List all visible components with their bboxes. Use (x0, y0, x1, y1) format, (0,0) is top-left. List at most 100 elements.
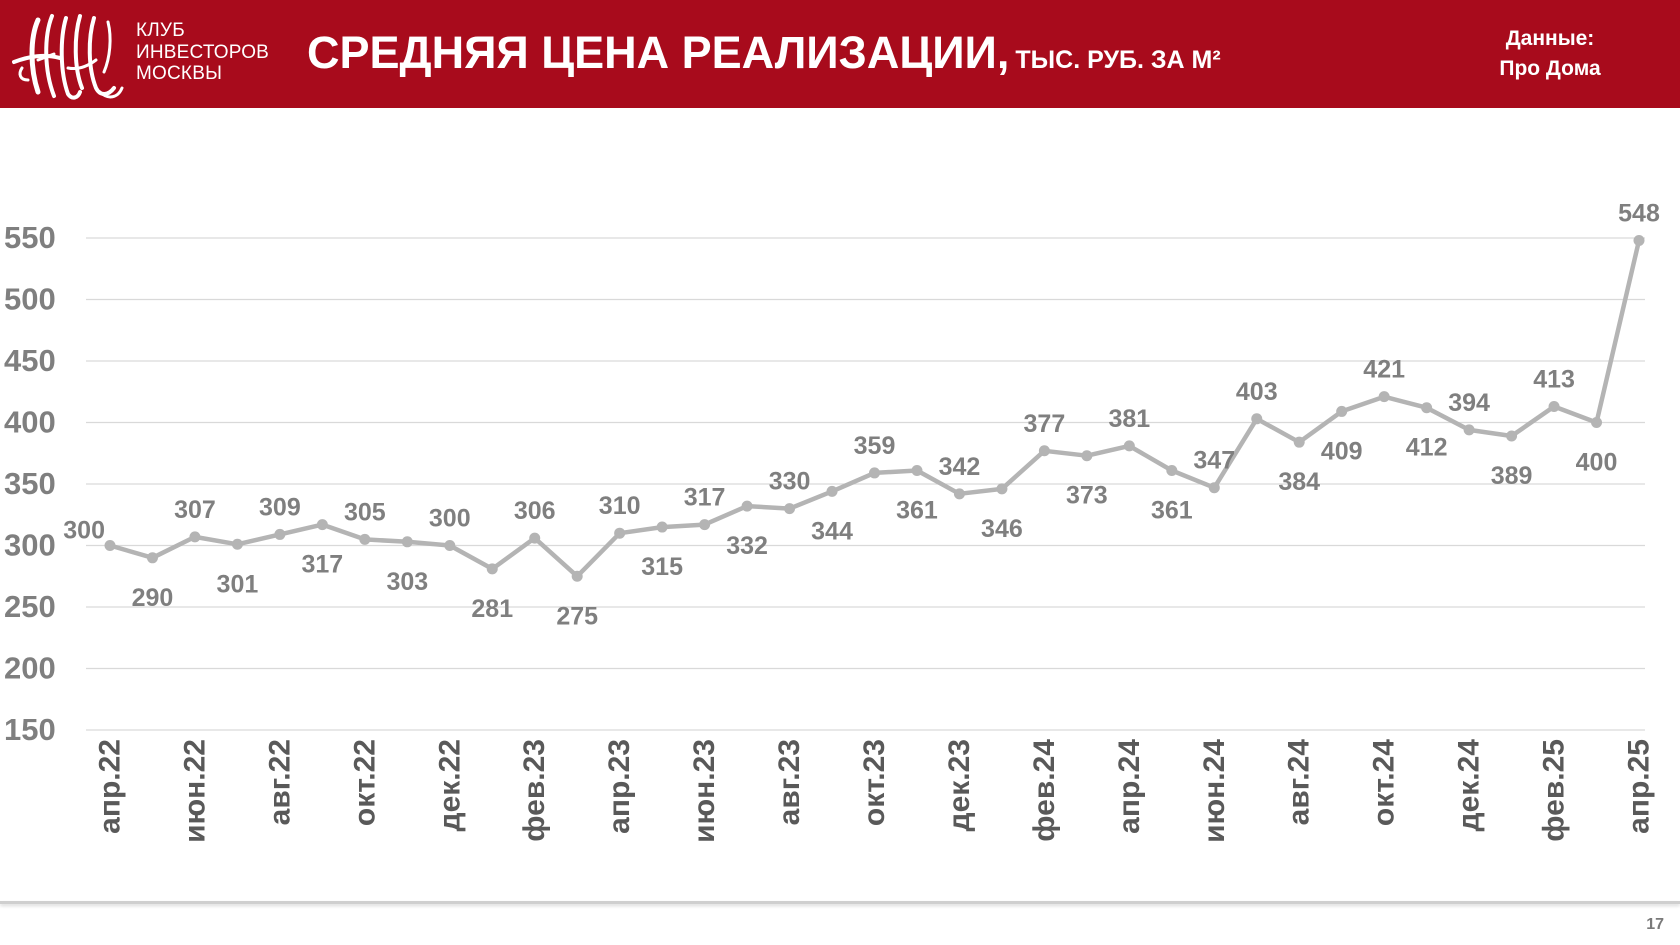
club-logo (12, 14, 124, 100)
page-number: 17 (1646, 916, 1664, 933)
x-tick-label: фев.23 (518, 739, 551, 842)
data-point (1251, 413, 1263, 425)
footer-divider (0, 901, 1680, 904)
data-label: 315 (641, 553, 683, 581)
data-label: 403 (1236, 378, 1278, 406)
data-point (953, 488, 965, 500)
data-point (741, 500, 753, 512)
data-label: 310 (599, 492, 641, 520)
x-tick-label: фев.24 (1028, 739, 1061, 842)
data-label: 400 (1576, 449, 1618, 477)
slide-title-main: СРЕДНЯЯ ЦЕНА РЕАЛИЗАЦИИ, (307, 27, 1010, 78)
x-tick-label: дек.22 (433, 739, 466, 831)
data-point (189, 531, 201, 543)
x-tick-label: дек.24 (1453, 739, 1486, 832)
data-label: 361 (1151, 496, 1193, 524)
data-point (1463, 424, 1475, 436)
data-point (359, 533, 371, 545)
series-line (107, 238, 1642, 579)
x-tick-label: окт.22 (348, 739, 381, 826)
data-label: 346 (981, 515, 1023, 543)
data-label: 394 (1448, 389, 1490, 417)
data-point (911, 464, 923, 476)
data-point (486, 563, 498, 575)
y-tick-label: 150 (4, 712, 56, 747)
y-tick-label: 550 (4, 220, 56, 255)
x-tick-label: фев.25 (1538, 739, 1571, 842)
club-name-line-2: ИНВЕСТОРОВ (136, 41, 270, 63)
x-tick-label: июн.23 (688, 739, 721, 843)
data-label: 359 (854, 432, 896, 460)
y-tick-label: 500 (4, 282, 56, 317)
data-point (826, 485, 838, 497)
y-tick-label: 300 (4, 528, 56, 563)
data-label: 307 (174, 496, 216, 524)
data-label: 305 (344, 498, 386, 526)
data-label: 384 (1278, 468, 1320, 496)
data-point (784, 503, 796, 515)
data-label: 317 (684, 484, 726, 512)
header-banner: КЛУБ ИНВЕСТОРОВ МОСКВЫ СРЕДНЯЯ ЦЕНА РЕАЛ… (0, 0, 1680, 108)
x-tick-label: июн.22 (178, 739, 211, 843)
x-tick-label: дек.23 (943, 739, 976, 831)
data-label: 409 (1321, 437, 1363, 465)
x-tick-label: апр.25 (1623, 739, 1656, 834)
slide-title-unit: ТЫС. РУБ. ЗА М² (1015, 46, 1221, 74)
data-point (614, 527, 626, 539)
x-tick-label: авг.24 (1283, 739, 1316, 826)
data-point (996, 483, 1008, 495)
club-name: КЛУБ ИНВЕСТОРОВ МОСКВЫ (136, 20, 269, 85)
data-point (1378, 391, 1390, 403)
data-point (1208, 482, 1220, 494)
data-point (1293, 436, 1305, 448)
data-label: 344 (811, 517, 853, 545)
y-tick-label: 350 (4, 466, 56, 501)
data-label: 281 (471, 595, 513, 623)
data-label: 303 (386, 568, 428, 596)
data-point (869, 467, 880, 479)
data-point (1633, 234, 1645, 246)
data-point (1123, 440, 1135, 452)
data-point (231, 538, 243, 550)
x-tick-label: авг.23 (773, 739, 806, 825)
data-label: 300 (429, 505, 471, 533)
x-tick-label: июн.24 (1198, 739, 1231, 843)
data-label: 381 (1108, 405, 1150, 433)
data-point (571, 570, 583, 582)
data-label: 373 (1066, 482, 1108, 510)
x-tick-label: апр.22 (94, 739, 127, 834)
slide-title: СРЕДНЯЯ ЦЕНА РЕАЛИЗАЦИИ, ТЫС. РУБ. ЗА М² (307, 28, 1221, 85)
data-point (1591, 417, 1603, 428)
data-point (104, 540, 116, 551)
club-name-line-3: МОСКВЫ (136, 63, 223, 84)
data-source: Данные: Про Дома (1458, 24, 1642, 84)
data-label: 377 (1024, 410, 1066, 438)
data-point (1421, 402, 1433, 414)
data-label: 330 (769, 468, 811, 496)
data-label: 421 (1363, 356, 1405, 384)
data-point (274, 528, 286, 540)
data-point (1506, 430, 1518, 442)
data-label: 309 (259, 493, 301, 521)
x-tick-label: окт.24 (1368, 739, 1401, 826)
data-label: 300 (63, 517, 105, 545)
club-name-line-1: КЛУБ (136, 20, 185, 41)
data-source-name: Про Дома (1499, 57, 1601, 80)
data-label: 412 (1406, 434, 1448, 462)
y-tick-label: 250 (4, 589, 56, 624)
x-tick-label: окт.23 (858, 739, 891, 826)
data-point (1038, 445, 1050, 457)
data-point (146, 552, 158, 564)
data-label: 347 (1193, 447, 1235, 475)
data-point (656, 521, 668, 533)
data-source-label: Данные: (1505, 27, 1595, 50)
data-label: 306 (514, 497, 556, 525)
data-label: 389 (1491, 462, 1533, 490)
data-point (316, 519, 328, 531)
data-label: 301 (217, 570, 259, 598)
data-label: 317 (302, 551, 344, 579)
data-label: 290 (132, 584, 174, 612)
data-point (444, 540, 456, 551)
y-tick-label: 450 (4, 343, 56, 378)
